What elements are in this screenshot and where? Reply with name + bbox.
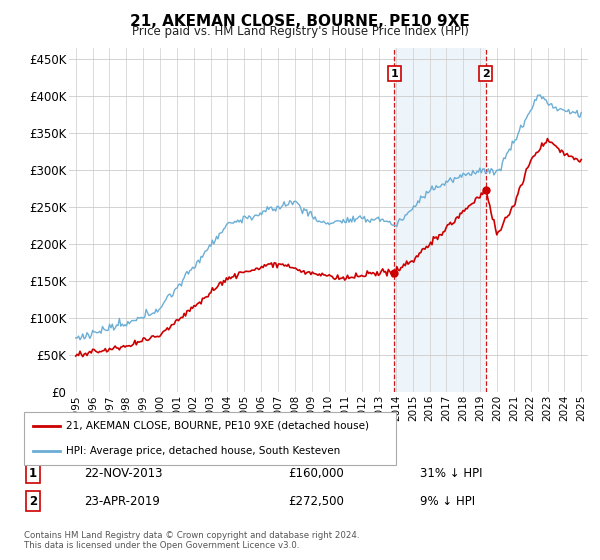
Text: 21, AKEMAN CLOSE, BOURNE, PE10 9XE: 21, AKEMAN CLOSE, BOURNE, PE10 9XE [130,14,470,29]
Text: £160,000: £160,000 [288,466,344,480]
Text: £272,500: £272,500 [288,494,344,508]
Text: 21, AKEMAN CLOSE, BOURNE, PE10 9XE (detached house): 21, AKEMAN CLOSE, BOURNE, PE10 9XE (deta… [66,421,369,431]
Text: HPI: Average price, detached house, South Kesteven: HPI: Average price, detached house, Sout… [66,446,340,456]
Text: Price paid vs. HM Land Registry's House Price Index (HPI): Price paid vs. HM Land Registry's House … [131,25,469,38]
Text: 1: 1 [29,466,37,480]
Text: 9% ↓ HPI: 9% ↓ HPI [420,494,475,508]
Text: 2: 2 [29,494,37,508]
Text: 22-NOV-2013: 22-NOV-2013 [84,466,163,480]
Bar [394,48,485,392]
Text: 1: 1 [391,68,398,78]
Text: 23-APR-2019: 23-APR-2019 [84,494,160,508]
Text: Contains HM Land Registry data © Crown copyright and database right 2024.
This d: Contains HM Land Registry data © Crown c… [24,530,359,550]
Text: 2: 2 [482,68,490,78]
Text: 31% ↓ HPI: 31% ↓ HPI [420,466,482,480]
